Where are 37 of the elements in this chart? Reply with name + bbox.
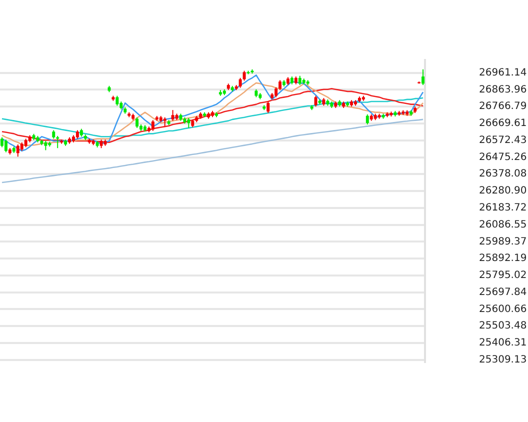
candlestick [278,80,282,91]
candlestick [44,140,48,151]
candlestick [422,68,425,86]
y-tick-label: 26766.79 [479,101,527,112]
candlestick [16,144,20,158]
candlestick [0,136,4,148]
y-tick-label: 25406.31 [479,338,527,349]
y-tick-label: 26863.96 [479,84,527,96]
y-tick-label: 26086.55 [479,219,527,230]
candlestick [314,95,318,108]
candlestick [163,116,166,128]
candlestick [298,75,302,86]
y-tick-label: 25309.13 [479,354,527,366]
y-tick-label: 25697.84 [479,286,527,298]
candlestick [274,86,278,98]
candlestick [366,114,369,125]
y-tick-label: 26572.43 [479,134,527,146]
candlestick [4,139,8,153]
y-tick-label: 25600.66 [479,304,527,315]
y-tick-label: 25503.48 [479,320,527,332]
y-tick-label: 26475.26 [479,152,527,163]
candlestick [266,101,270,114]
candlestick [116,95,119,106]
candlestick [238,77,242,88]
y-tick-label: 26378.08 [479,168,527,180]
y-tick-label: 25892.19 [479,253,527,264]
y-tick-label: 26961.14 [479,67,527,78]
y-tick-label: 26280.90 [479,186,527,197]
candlestick [171,110,174,122]
y-tick-label: 26669.61 [479,118,527,130]
y-tick-label: 26183.72 [479,202,527,214]
candlestick [136,116,139,128]
y-tick-label: 25795.02 [479,270,527,282]
candlestick [242,70,246,82]
candlestick [151,120,154,132]
candlestick [187,118,190,128]
y-tick-label: 25989.37 [479,236,527,248]
